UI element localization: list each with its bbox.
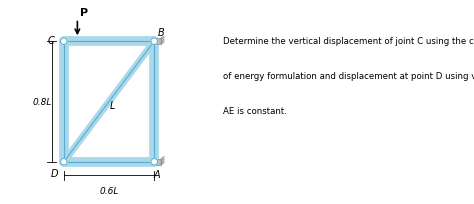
Text: L: L — [109, 100, 115, 110]
Text: 0.6L: 0.6L — [100, 186, 118, 195]
Circle shape — [151, 39, 157, 45]
Bar — [156, 159, 161, 165]
Text: C: C — [48, 35, 55, 45]
Text: A: A — [154, 170, 161, 180]
Text: Determine the vertical displacement of joint C using the conservation: Determine the vertical displacement of j… — [223, 37, 474, 46]
Bar — [156, 39, 161, 45]
Text: D: D — [50, 168, 58, 178]
Text: P: P — [81, 8, 89, 18]
Circle shape — [61, 159, 67, 165]
Text: 0.8L: 0.8L — [33, 98, 53, 106]
Circle shape — [61, 39, 67, 45]
Circle shape — [151, 159, 157, 165]
Text: of energy formulation and displacement at point D using virtual work.: of energy formulation and displacement a… — [223, 71, 474, 80]
Text: B: B — [157, 28, 164, 38]
Text: AE is constant.: AE is constant. — [223, 106, 287, 115]
